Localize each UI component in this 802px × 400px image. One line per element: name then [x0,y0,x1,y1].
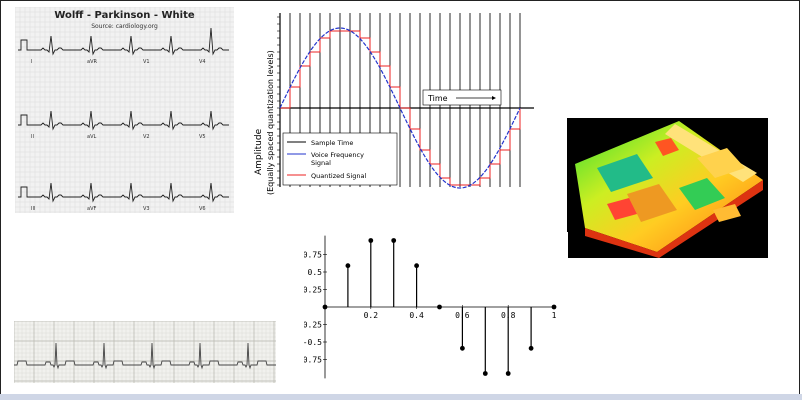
ecg-lead-label: V3 [143,206,150,212]
ecg-title: Wolff - Parkinson - White [54,10,195,21]
ecg-lead-label: V1 [143,59,150,65]
ecg-trace [18,110,229,131]
time-arrow-head [492,96,496,100]
time-label-box [422,89,502,106]
ecg-rhythm-strip [14,321,276,383]
ecg-lead-label: I [31,59,32,65]
ecg-lead-label: II [31,134,34,140]
ecg-lead-label: III [31,206,35,212]
ecg-lead-label: V5 [199,134,206,140]
legend-label: Quantized Signal [311,172,366,180]
quantization-diagram: Amplitude (Equally spaced quantization le… [248,7,536,212]
time-label: Time [427,94,448,103]
quantization-plot: Amplitude (Equally spaced quantization le… [254,13,534,195]
ecg-lead-label: V2 [143,134,150,140]
stem-chart: 0.20.40.60.810.750.50.25-0.25-0.5-0.75 [304,235,557,379]
quant-ylabel-levels: (Equally spaced quantization levels) [266,50,275,195]
legend-label: Voice Frequency Signal [311,151,364,167]
legend-label: Sample Time [311,139,353,147]
stem-point [528,345,534,351]
ecg-lead-label: V6 [199,206,206,212]
ecg-lead-label: aVR [87,59,97,65]
stem-point [368,238,374,243]
ecg-trace [18,182,229,203]
stem-point [482,371,488,376]
ecg-source: Source: cardiology.org [91,23,158,30]
stem-point [505,371,511,376]
y-tick-label: -0.25 [304,321,322,330]
rhythm-trace [14,342,276,370]
ecg-trace [18,27,229,56]
y-tick-label: 0.75 [304,251,322,260]
bottom-bar [0,394,802,400]
stem-point [414,263,419,269]
x-tick-label: 0.4 [409,311,424,320]
stem-point [322,304,328,310]
stem-point [460,345,465,351]
stem-point [345,263,351,269]
rhythm-grid [14,321,276,383]
y-tick-label: 0.5 [308,268,323,277]
ecg-lead-label: aVL [87,134,96,140]
voice-frequency-signal [279,27,521,189]
x-tick-label: 1 [552,311,557,320]
stem-point [437,304,442,310]
quant-ylabel: Amplitude [254,128,264,175]
ecg-lead-label: V4 [199,59,206,65]
stem-point [551,304,557,310]
y-tick-label: -0.5 [304,338,322,347]
stem-plot: 0.20.40.60.810.750.50.25-0.25-0.5-0.75 [304,232,568,382]
x-tick-label: 0.2 [364,311,379,320]
ecg-lead-label: aVF [87,206,96,212]
y-tick-label: 0.25 [304,286,322,295]
y-tick-label: -0.75 [304,356,322,365]
thermal-circuit-image [567,118,768,258]
thermal-render [575,121,763,258]
stem-point [391,238,397,243]
